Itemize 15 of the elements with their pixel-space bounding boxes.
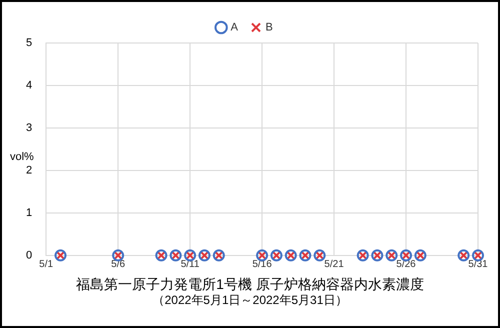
y-axis-title: vol% — [10, 151, 34, 164]
legend-label: A — [230, 22, 239, 34]
legend-label: B — [266, 22, 273, 34]
x-tick-label: 5/1 — [39, 259, 54, 270]
y-tick-label: 2 — [26, 164, 32, 176]
y-tick-label: 1 — [26, 206, 32, 219]
text: 福島第一原子力発電所1号機 原子炉格納容器内水素濃度 — [75, 276, 425, 293]
x-tick-label: 5/6 — [111, 259, 126, 270]
y-tick-label: 5 — [26, 37, 32, 50]
text: （2022年5月1日～2022年5月31日） — [152, 293, 348, 308]
y-tick-label: 3 — [26, 122, 32, 134]
x-tick-label: 5/16 — [252, 259, 272, 270]
y-tick-label: 0 — [26, 249, 32, 262]
x-tick-label: 5/21 — [324, 259, 344, 270]
y-tick-label: 4 — [26, 80, 32, 92]
